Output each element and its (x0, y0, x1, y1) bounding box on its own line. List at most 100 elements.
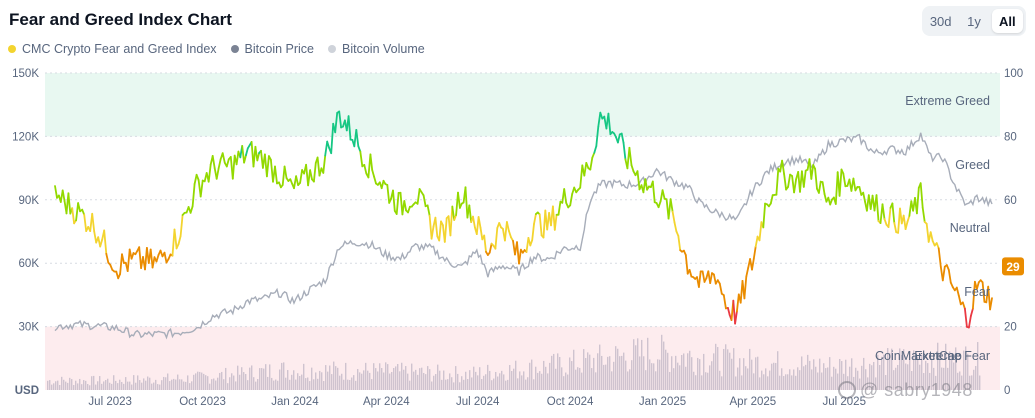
fear-greed-line-segment (211, 154, 216, 170)
fear-greed-line-segment (810, 164, 815, 180)
volume-bar (185, 381, 187, 390)
volume-bar (269, 364, 271, 390)
volume-bar (515, 360, 517, 390)
volume-bar (507, 379, 509, 390)
volume-bar (191, 381, 193, 390)
volume-bar (573, 349, 575, 390)
fear-greed-line-segment (677, 234, 682, 252)
volume-bar (499, 373, 501, 390)
volume-bar (159, 384, 161, 390)
fear-greed-line-segment (71, 207, 75, 225)
fear-greed-line-segment (718, 282, 723, 295)
volume-bar (163, 376, 165, 390)
x-tick-label: Oct 2024 (547, 396, 594, 408)
volume-bar (125, 377, 127, 390)
legend-bitcoin-volume[interactable]: Bitcoin Volume (328, 42, 425, 56)
volume-bar (589, 354, 591, 390)
fear-greed-line-segment (357, 145, 362, 153)
volume-bar (625, 360, 627, 390)
fear-greed-line-segment (583, 161, 588, 177)
volume-bar (55, 381, 57, 390)
volume-bar (359, 372, 361, 390)
range-all-button[interactable]: All (991, 9, 1023, 33)
y-left-tick-label: 30K (19, 322, 40, 334)
volume-bar (473, 366, 475, 390)
y-left-tick-label: 150K (12, 68, 39, 80)
fear-greed-line-segment (77, 202, 81, 213)
volume-bar (63, 379, 65, 390)
volume-bar (615, 346, 617, 390)
volume-bar (81, 384, 83, 390)
y-right-tick-label: 80 (1004, 131, 1017, 143)
volume-bar (465, 371, 467, 390)
fear-greed-line-segment (207, 163, 212, 183)
volume-bar (719, 370, 721, 390)
volume-bar (603, 364, 605, 390)
volume-bar (243, 372, 245, 390)
volume-bar (305, 378, 307, 390)
volume-bar (299, 375, 301, 390)
volume-bar (65, 381, 67, 390)
volume-bar (341, 373, 343, 390)
legend-fear-greed[interactable]: CMC Crypto Fear and Greed Index (8, 42, 217, 56)
volume-bar (583, 349, 585, 390)
volume-bar (129, 381, 131, 390)
volume-bar (387, 364, 389, 390)
fear-greed-line-segment (533, 213, 537, 225)
fear-greed-line-segment (430, 225, 435, 240)
fear-greed-line-segment (338, 110, 343, 129)
volume-bar (439, 370, 441, 390)
volume-bar (365, 362, 367, 390)
fear-greed-line-segment (862, 191, 866, 203)
volume-bar (783, 376, 785, 390)
x-tick-label: Jan 2024 (271, 396, 319, 408)
fear-greed-line-segment (428, 214, 433, 240)
volume-bar (77, 383, 79, 390)
page-title: Fear and Greed Index Chart (9, 10, 232, 29)
volume-bar (775, 362, 777, 390)
volume-bar (623, 352, 625, 390)
fear-greed-line-segment (324, 140, 329, 157)
legend-dot-bitcoin-price (230, 45, 239, 53)
watermark-text: @ sabry1948 (860, 380, 973, 400)
volume-bar (111, 383, 113, 390)
fear-greed-line-segment (775, 167, 780, 196)
volume-bar (69, 377, 71, 390)
volume-bar (281, 362, 283, 390)
volume-bar (285, 377, 287, 390)
volume-bar (339, 375, 341, 390)
range-30d-button[interactable]: 30d (929, 13, 952, 29)
volume-bar (939, 354, 941, 390)
fear-greed-line-segment (595, 125, 600, 148)
bitcoin-price-line (54, 132, 993, 340)
volume-bar (723, 348, 725, 390)
fear-greed-line-segment (217, 158, 222, 170)
fear-greed-line-segment (684, 254, 689, 275)
fear-greed-line-segment (787, 173, 791, 188)
legend-bitcoin-price[interactable]: Bitcoin Price (230, 42, 314, 56)
volume-bar (219, 372, 221, 390)
range-1y-button[interactable]: 1y (967, 13, 981, 29)
volume-bar (531, 359, 533, 390)
volume-bar (973, 369, 975, 390)
volume-bar (169, 381, 171, 390)
volume-bar (307, 377, 309, 390)
volume-bar (527, 377, 529, 390)
fear-greed-line-segment (434, 216, 439, 238)
fear-greed-line-segment (177, 235, 182, 245)
x-tick-label: Jul 2023 (88, 396, 131, 408)
fear-greed-line-segment (752, 245, 757, 260)
volume-bar (363, 370, 365, 390)
volume-bar (101, 383, 103, 390)
volume-bar (425, 374, 427, 390)
volume-bar (155, 379, 157, 390)
x-tick-label: Apr 2025 (730, 396, 777, 408)
volume-bar (577, 367, 579, 390)
volume-bar (657, 359, 659, 390)
volume-bar (975, 365, 977, 390)
volume-bar (453, 382, 455, 390)
volume-bar (779, 375, 781, 390)
volume-bar (929, 372, 931, 390)
zone-label: Fear (964, 285, 990, 299)
